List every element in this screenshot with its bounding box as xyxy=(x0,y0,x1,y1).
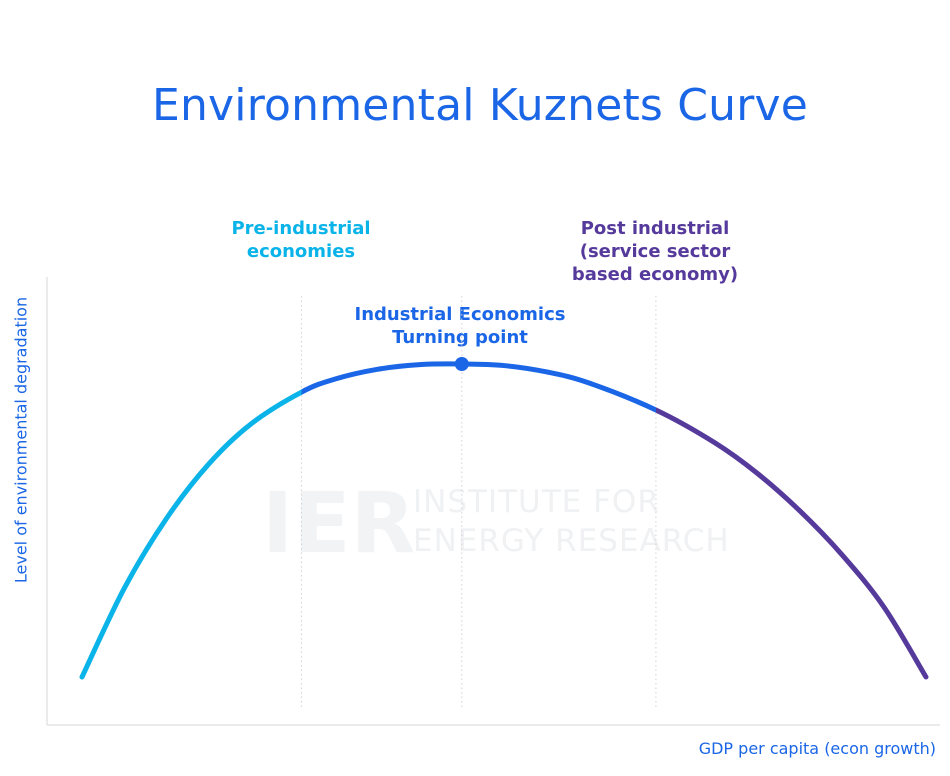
stage-label-line: Pre-industrial xyxy=(231,218,371,239)
stage-label-line: Turning point xyxy=(392,327,528,348)
watermark-line-1: INSTITUTE FOR xyxy=(413,484,660,520)
stage-label-line: based economy) xyxy=(571,264,739,285)
stage-label-line: economies xyxy=(246,241,356,262)
watermark: IER INSTITUTE FOR ENERGY RESEARCH xyxy=(262,474,730,572)
kuznets-curve xyxy=(79,361,929,680)
stage-label-pre-industrial: Pre-industrial economies xyxy=(196,217,406,263)
watermark-line-2: ENERGY RESEARCH xyxy=(413,523,730,559)
watermark-logo: IER xyxy=(262,474,415,572)
stage-label-post-industrial: Post industrial (service sector based econ… xyxy=(535,217,775,286)
stage-label-line: Post industrial xyxy=(580,218,730,239)
stage-label-line: Industrial Economics xyxy=(354,304,566,325)
turning-point-marker xyxy=(454,357,469,371)
chart-title: Environmental Kuznets Curve xyxy=(151,80,809,131)
x-axis-label: GDP per capita (econ growth) xyxy=(698,739,936,758)
stage-label-line: (service sector xyxy=(579,241,731,262)
stage-label-industrial: Industrial Economics Turning point xyxy=(330,303,590,349)
